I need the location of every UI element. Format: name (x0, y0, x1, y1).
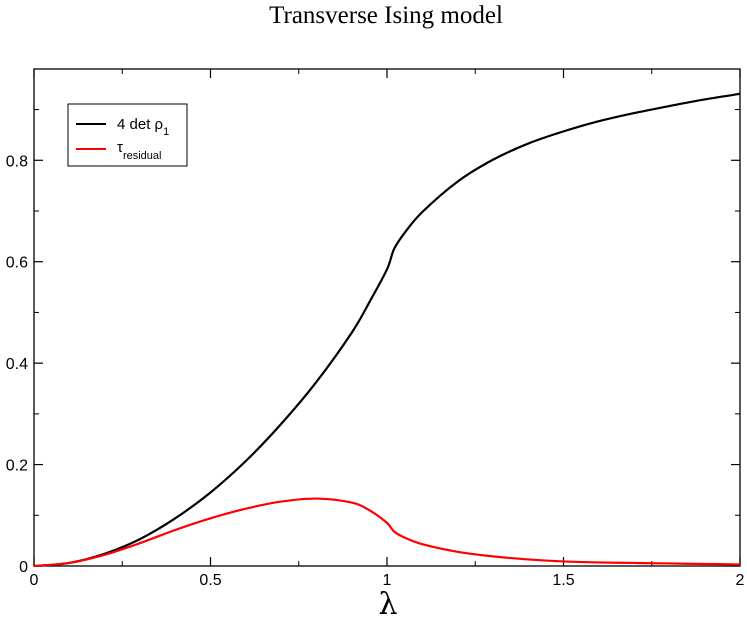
x-tick-label: 0 (30, 572, 39, 589)
x-tick-label: 2 (736, 572, 745, 589)
x-tick-label: 0.5 (199, 572, 221, 589)
legend-box (67, 103, 188, 167)
y-tick-label: 0.6 (6, 255, 28, 272)
y-tick-label: 0.8 (6, 153, 28, 170)
x-axis-label: λ (378, 587, 397, 620)
x-tick-label: 1.5 (552, 572, 574, 589)
legend: 4 det ρ1 τresidual (67, 103, 188, 167)
chart-title: Transverse Ising model (269, 2, 503, 29)
y-tick-label: 0 (19, 559, 28, 576)
y-tick-label: 0.2 (6, 458, 28, 475)
x-tick-label: 1 (383, 572, 392, 589)
series-line-tau-residual (33, 497, 741, 568)
legend-label-det: 4 det ρ1 (117, 116, 169, 138)
data-series (33, 92, 741, 568)
y-tick-label: 0.4 (6, 356, 28, 373)
legend-label-tau: τresidual (117, 139, 161, 162)
axis-tick-labels: 0 0.5 1 1.5 2 0 0.2 0.4 0.6 0.8 (6, 153, 745, 589)
axis-ticks (33, 69, 741, 567)
series-line-det-rho (33, 92, 741, 568)
